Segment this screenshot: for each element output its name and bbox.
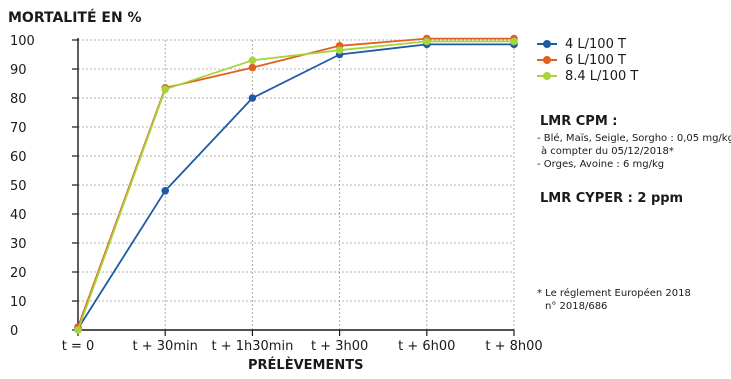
data-point-2-2: [248, 56, 257, 65]
lmr-cpm-title: LMR CPM :: [540, 114, 618, 129]
series-line-0: [77, 43, 514, 330]
data-point-2-4: [423, 37, 431, 46]
series-line-1: [77, 37, 514, 328]
x-tick-label: t = 0: [62, 339, 95, 354]
x-tick-label: t + 8h00: [485, 339, 542, 354]
legend-swatch-8-4l: [537, 71, 557, 81]
x-tick-label: t + 6h00: [398, 339, 455, 354]
lmr-cyper: LMR CYPER : 2 ppm: [540, 191, 684, 206]
data-point-0-2: [248, 94, 257, 102]
lmr-cpm-details: - Blé, Maïs, Seigle, Sorgho : 0,05 mg/kg…: [537, 132, 731, 171]
lmr-line: - Blé, Maïs, Seigle, Sorgho : 0,05 mg/kg: [537, 133, 731, 144]
y-tick-label: 100: [10, 34, 35, 49]
data-point-2-3: [335, 46, 344, 54]
legend-swatch-4l: [537, 39, 557, 49]
legend-item-8-4l: 8.4 L/100 T: [537, 68, 638, 84]
y-tick-label: 90: [10, 63, 27, 78]
data-point-1-2: [248, 63, 257, 72]
legend-label: 6 L/100 T: [565, 52, 626, 68]
series-line-2: [77, 40, 514, 331]
legend-label: 8.4 L/100 T: [565, 68, 639, 84]
legend-item-6l: 6 L/100 T: [537, 52, 638, 68]
legend-item-4l: 4 L/100 T: [537, 36, 638, 52]
y-tick-label: 0: [10, 324, 18, 339]
y-tick-label: 80: [10, 92, 27, 107]
footnote-line: n° 2018/686: [545, 301, 608, 312]
legend-label: 4 L/100 T: [565, 36, 626, 52]
x-axis-title: PRÉLÈVEMENTS: [248, 358, 364, 373]
y-tick-label: 10: [10, 295, 27, 310]
data-point-2-5: [510, 37, 518, 46]
x-tick-label: t + 3h00: [311, 339, 368, 354]
x-tick-label: t + 30min: [133, 339, 198, 354]
y-tick-label: 70: [10, 121, 27, 136]
y-tick-label: 50: [10, 179, 27, 194]
lmr-line: - Orges, Avoine : 6 mg/kg: [537, 159, 665, 170]
legend-swatch-6l: [537, 55, 557, 65]
lmr-line: à compter du 05/12/2018*: [541, 146, 674, 157]
y-tick-label: 30: [10, 237, 27, 252]
footnote-line: * Le réglement Européen 2018: [537, 288, 691, 299]
data-point-0-1: [161, 187, 169, 195]
y-tick-label: 40: [10, 208, 27, 223]
footnote: * Le réglement Européen 2018 n° 2018/686: [537, 287, 691, 313]
y-axis-title: MORTALITÉ EN %: [8, 10, 142, 26]
legend: 4 L/100 T 6 L/100 T 8.4 L/100 T: [537, 36, 638, 84]
data-point-2-0: [74, 326, 82, 334]
x-tick-label: t + 1h30min: [211, 339, 293, 354]
data-point-2-1: [161, 85, 169, 94]
y-tick-label: 20: [10, 266, 27, 281]
y-tick-label: 60: [10, 150, 27, 165]
